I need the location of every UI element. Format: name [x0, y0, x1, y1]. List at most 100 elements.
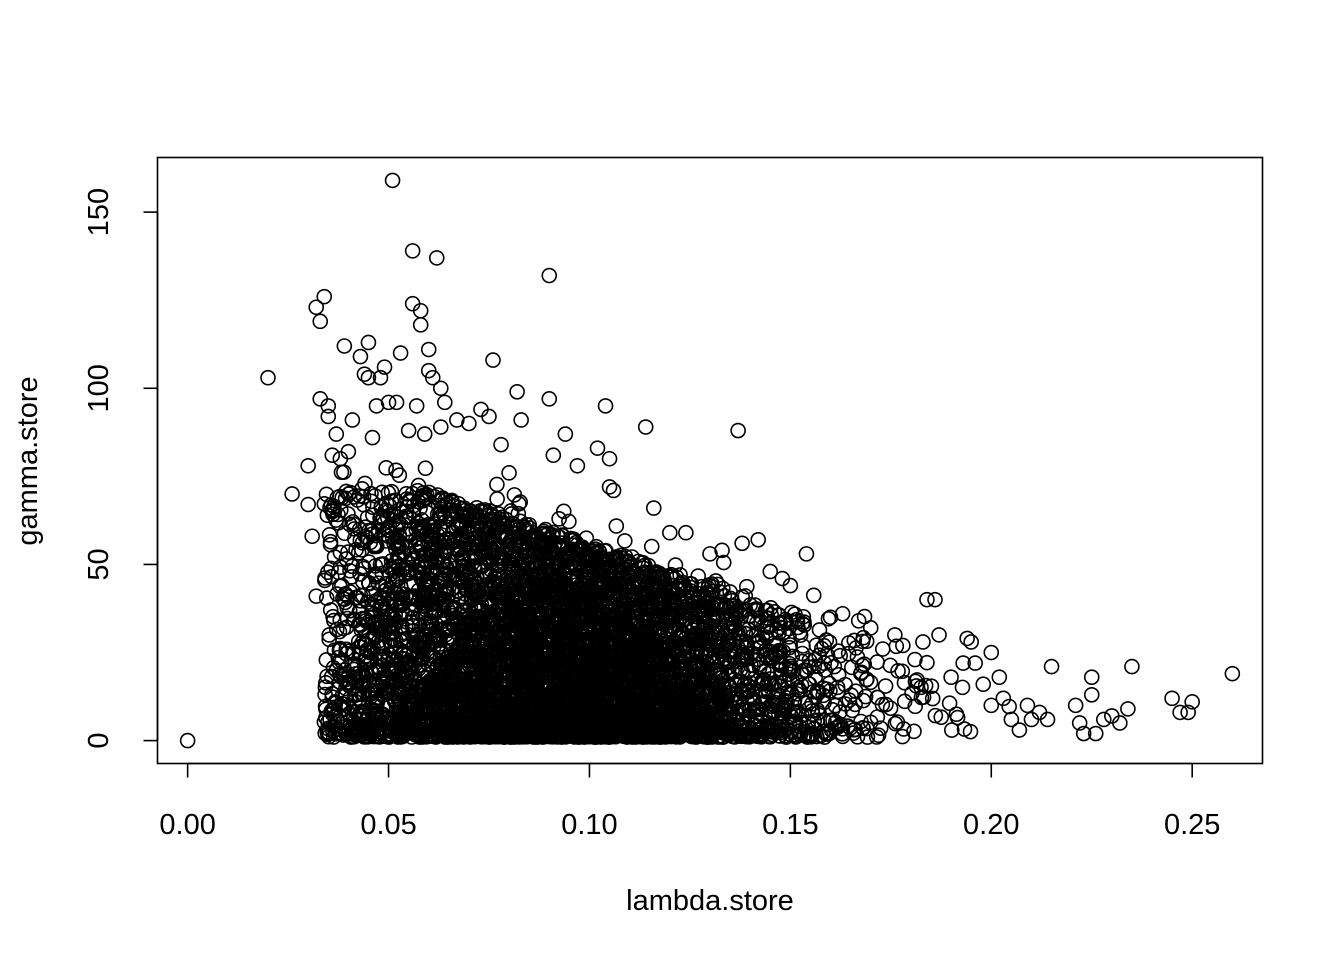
scatter-point — [372, 369, 389, 386]
scatter-point — [432, 380, 449, 397]
scatter-point — [854, 657, 871, 674]
scatter-point — [943, 669, 959, 685]
scatter-point — [888, 638, 905, 655]
scatter-point — [954, 679, 971, 696]
scatter-point — [412, 317, 429, 333]
scatter-point — [887, 715, 904, 732]
scatter-point — [741, 702, 758, 719]
scatter-point — [1043, 658, 1060, 675]
scatter-point — [597, 398, 614, 414]
scatter-point — [376, 359, 393, 375]
scatter-point — [890, 663, 906, 679]
scatter-point — [374, 673, 391, 690]
scatter-point — [370, 575, 387, 592]
scatter-point — [308, 588, 325, 604]
scatter-point — [834, 605, 851, 622]
scatter-point — [927, 591, 943, 608]
scatter-point — [1019, 697, 1036, 714]
scatter-point — [341, 516, 358, 533]
scatter-point — [904, 685, 920, 701]
scatter-point — [320, 398, 337, 414]
scatter-point — [907, 651, 923, 668]
x-tick-label: 0.00 — [159, 809, 215, 841]
scatter-point — [357, 475, 373, 492]
y-tick-label: 0 — [83, 733, 115, 749]
scatter-point — [511, 496, 527, 512]
scatter-point — [915, 634, 931, 650]
scatter-point — [765, 697, 782, 713]
scatter-point — [933, 709, 950, 725]
x-tick-label: 0.20 — [963, 809, 1019, 841]
scatter-point — [882, 700, 899, 717]
scatter-point — [387, 632, 404, 649]
scatter-point — [379, 678, 396, 694]
scatter-point — [798, 546, 815, 562]
scatter-point — [340, 443, 357, 460]
scatter-point — [561, 513, 577, 530]
scatter-point — [1164, 690, 1180, 707]
scatter-point — [317, 572, 333, 589]
scatter-point — [1001, 698, 1017, 715]
scatter-point — [874, 641, 891, 657]
scatter-point — [1112, 715, 1128, 731]
scatter-point — [830, 666, 847, 683]
scatter-point — [856, 608, 873, 625]
scatter-point — [844, 702, 861, 719]
scatter-point — [1180, 704, 1196, 721]
scatter-point — [782, 577, 799, 594]
scatter-point — [983, 697, 1000, 714]
scatter-point — [509, 383, 525, 400]
scatter-point — [416, 426, 433, 442]
scatter-point — [318, 652, 335, 668]
scatter-point — [601, 479, 618, 495]
scatter-point — [983, 644, 1000, 661]
scatter-point — [870, 727, 887, 743]
scatter-point — [959, 630, 975, 647]
scatter-point — [332, 674, 348, 690]
scatter-point — [1067, 697, 1084, 714]
scatter-point — [1071, 715, 1088, 731]
scatter-point — [1184, 694, 1200, 710]
scatter-point — [513, 412, 529, 428]
scatter-point — [328, 426, 345, 442]
scatter-point — [511, 575, 528, 591]
scatter-point — [467, 529, 484, 546]
scatter-point — [750, 531, 767, 548]
scatter-point — [436, 394, 453, 411]
scatter-point — [919, 591, 935, 608]
scatter-point — [931, 627, 947, 643]
scatter-point — [822, 609, 839, 626]
point-layer — [179, 172, 1241, 749]
scatter-point — [919, 654, 935, 671]
scatter-point — [317, 679, 334, 695]
scatter-point — [906, 723, 922, 740]
scatter-point — [723, 620, 739, 636]
scatter-point — [677, 617, 693, 633]
scatter-point — [493, 436, 509, 453]
scatter-point — [1087, 725, 1104, 742]
scatter-point — [340, 544, 356, 560]
scatter-point — [923, 678, 940, 694]
scatter-point — [438, 650, 455, 667]
y-tick-label: 150 — [83, 188, 115, 236]
scatter-point — [350, 544, 367, 561]
scatter-point — [810, 704, 826, 721]
scatter-point — [381, 518, 398, 534]
scatter-point — [400, 422, 417, 439]
x-tick-label: 0.05 — [360, 809, 416, 841]
scatter-point — [320, 408, 337, 425]
scatter-point — [1011, 722, 1028, 738]
scatter-point — [408, 398, 425, 414]
scatter-point — [541, 267, 558, 284]
scatter-point — [541, 391, 558, 407]
scatter-point — [829, 679, 846, 696]
scatter-point — [344, 412, 361, 428]
scatter-point — [776, 624, 792, 640]
scatter-point — [300, 457, 316, 474]
x-axis: 0.00 0.05 0.10 0.15 0.20 0.25 — [159, 762, 1220, 841]
scatter-point — [485, 352, 501, 368]
scatter-point — [321, 527, 338, 543]
scatter-point — [388, 462, 404, 479]
scatter-point — [330, 506, 346, 523]
